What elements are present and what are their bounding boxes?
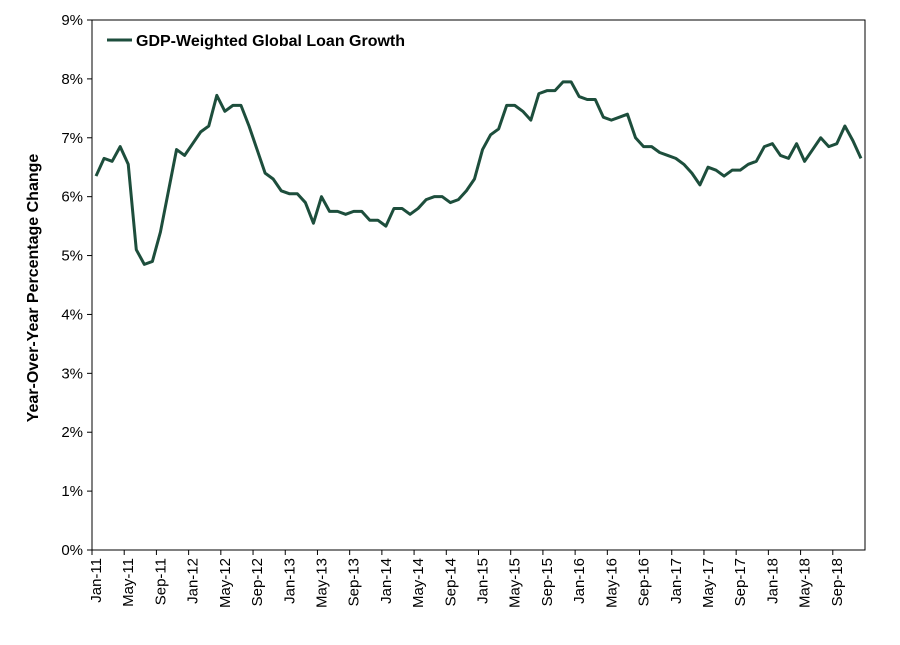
y-tick-label: 2% bbox=[61, 424, 83, 441]
x-tick-label: Jan-11 bbox=[88, 558, 105, 603]
x-tick-label: Sep-15 bbox=[539, 558, 556, 606]
x-tick-label: Jan-13 bbox=[281, 558, 298, 604]
y-tick-label: 4% bbox=[61, 306, 83, 323]
x-tick-label: Sep-16 bbox=[636, 558, 653, 606]
x-tick-label: May-13 bbox=[313, 558, 330, 608]
x-tick-label: May-18 bbox=[797, 558, 814, 608]
x-tick-label: May-16 bbox=[603, 558, 620, 608]
x-tick-label: Jan-15 bbox=[475, 558, 492, 604]
y-tick-label: 6% bbox=[61, 189, 83, 206]
x-tick-label: May-11 bbox=[120, 558, 137, 607]
x-tick-label: Sep-14 bbox=[442, 558, 459, 606]
x-tick-label: Sep-17 bbox=[732, 558, 749, 606]
x-tick-label: May-17 bbox=[700, 558, 717, 608]
x-tick-label: Sep-12 bbox=[249, 558, 266, 606]
y-tick-label: 1% bbox=[61, 483, 83, 500]
x-tick-label: Sep-11 bbox=[152, 558, 169, 605]
x-tick-label: Jan-17 bbox=[668, 558, 685, 604]
x-tick-label: May-15 bbox=[507, 558, 524, 608]
series-line bbox=[94, 80, 863, 266]
x-tick-label: May-12 bbox=[217, 558, 234, 608]
x-tick-label: Sep-13 bbox=[346, 558, 363, 606]
x-tick-label: Jan-18 bbox=[764, 558, 781, 604]
y-tick-label: 3% bbox=[61, 365, 83, 382]
x-tick-label: Jan-12 bbox=[185, 558, 202, 604]
y-tick-label: 8% bbox=[61, 71, 83, 88]
x-tick-label: Jan-14 bbox=[378, 558, 395, 604]
legend-label: GDP-Weighted Global Loan Growth bbox=[136, 33, 405, 50]
y-tick-label: 9% bbox=[61, 12, 83, 29]
x-tick-label: Jan-16 bbox=[571, 558, 588, 604]
plot-frame bbox=[91, 19, 866, 551]
x-tick-label: May-14 bbox=[410, 558, 427, 608]
y-tick-label: 7% bbox=[61, 130, 83, 147]
y-tick-label: 0% bbox=[61, 542, 83, 559]
y-tick-label: 5% bbox=[61, 248, 83, 265]
y-axis-label: Year-Over-Year Percentage Change bbox=[25, 154, 42, 423]
x-tick-label: Sep-18 bbox=[829, 558, 846, 606]
